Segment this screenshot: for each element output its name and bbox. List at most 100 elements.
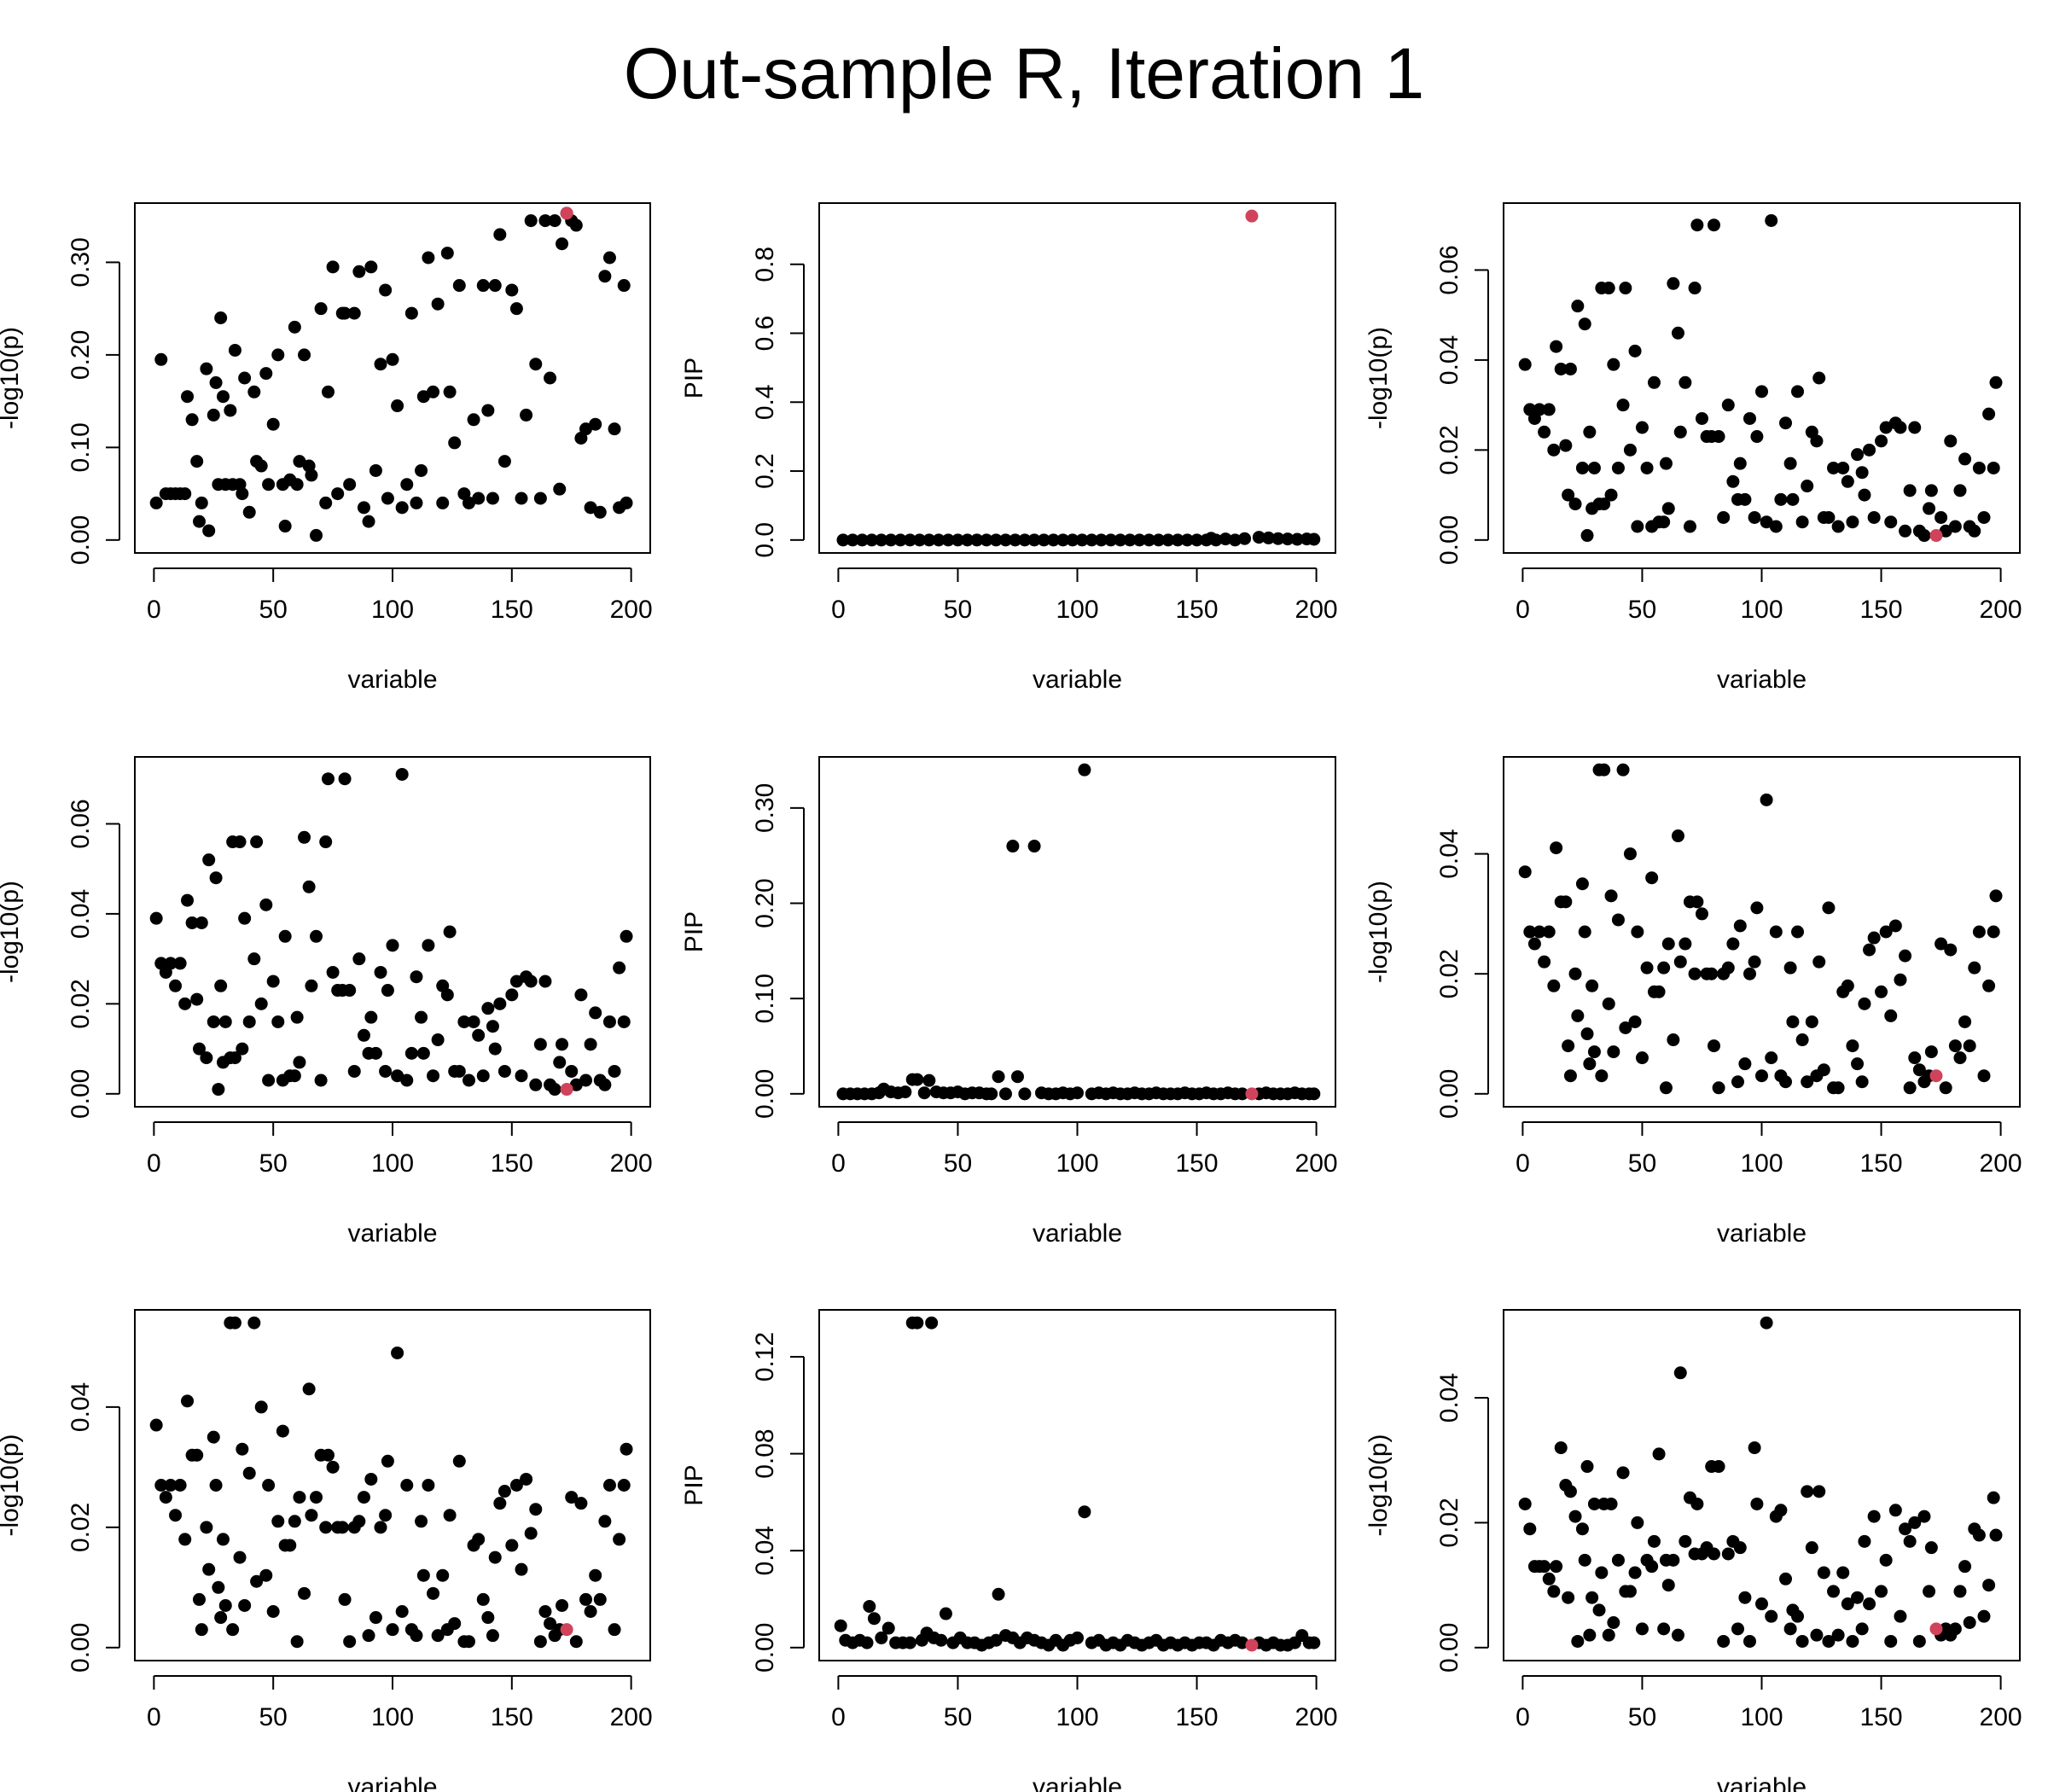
data-point bbox=[1673, 955, 1687, 969]
data-point bbox=[278, 929, 292, 943]
data-point bbox=[1037, 533, 1050, 547]
data-point bbox=[1580, 529, 1594, 543]
data-point bbox=[1640, 961, 1654, 975]
data-point bbox=[266, 975, 280, 988]
x-tick-label: 200 bbox=[610, 596, 653, 624]
data-point bbox=[1575, 1522, 1589, 1536]
data-point bbox=[1903, 1534, 1917, 1548]
data-point bbox=[497, 455, 511, 468]
data-point bbox=[1667, 1033, 1680, 1047]
data-point bbox=[462, 1073, 475, 1087]
data-point bbox=[1688, 967, 1702, 980]
data-point bbox=[395, 501, 409, 515]
data-point bbox=[569, 1078, 583, 1091]
data-point bbox=[319, 496, 333, 509]
data-point bbox=[1779, 1572, 1793, 1585]
data-point bbox=[1924, 1541, 1938, 1555]
data-point bbox=[149, 496, 163, 509]
data-point bbox=[1738, 1591, 1752, 1604]
data-point bbox=[1578, 317, 1591, 331]
data-point bbox=[1616, 763, 1630, 777]
data-point bbox=[593, 505, 607, 519]
data-point bbox=[1760, 1316, 1773, 1329]
data-point bbox=[598, 1515, 612, 1528]
data-point bbox=[331, 487, 345, 501]
data-point bbox=[415, 1515, 428, 1528]
data-point bbox=[1604, 889, 1618, 903]
data-point bbox=[1851, 1057, 1865, 1071]
data-point bbox=[173, 957, 187, 970]
data-point bbox=[1645, 871, 1659, 885]
data-point bbox=[202, 1562, 216, 1576]
data-point bbox=[305, 468, 318, 482]
data-point bbox=[1888, 919, 1902, 933]
data-point bbox=[520, 408, 533, 422]
data-point bbox=[1987, 1491, 2000, 1504]
data-point bbox=[1571, 1634, 1585, 1648]
x-tick-label: 150 bbox=[1860, 596, 1903, 624]
data-point bbox=[276, 1424, 289, 1438]
data-point bbox=[357, 1491, 370, 1504]
y-axis-title: PIP bbox=[680, 358, 708, 399]
data-point bbox=[1987, 461, 2000, 474]
data-point bbox=[1795, 515, 1809, 529]
data-point bbox=[195, 496, 208, 509]
data-point bbox=[1748, 510, 1761, 524]
data-point bbox=[443, 1509, 457, 1522]
data-point bbox=[271, 1515, 285, 1528]
data-point bbox=[233, 835, 247, 849]
data-point bbox=[1779, 1075, 1793, 1089]
data-point bbox=[1679, 375, 1692, 389]
data-point bbox=[374, 1521, 387, 1534]
x-axis-title: variable bbox=[1717, 1219, 1807, 1248]
data-point bbox=[939, 1607, 952, 1620]
data-point bbox=[505, 988, 519, 1002]
data-point bbox=[369, 1046, 382, 1060]
data-point bbox=[1563, 1485, 1577, 1498]
data-point bbox=[352, 952, 366, 966]
data-point bbox=[212, 1083, 225, 1097]
data-point bbox=[1623, 847, 1637, 861]
data-point bbox=[855, 533, 869, 547]
data-point bbox=[1822, 510, 1836, 524]
data-point bbox=[1812, 955, 1826, 969]
plot-frame bbox=[134, 202, 651, 554]
data-point bbox=[1104, 533, 1118, 547]
data-point bbox=[1726, 937, 1740, 951]
data-point bbox=[529, 358, 543, 371]
data-point bbox=[391, 399, 404, 413]
data-point bbox=[1690, 895, 1704, 909]
data-point bbox=[452, 279, 466, 293]
data-point bbox=[178, 487, 192, 501]
data-point bbox=[226, 1623, 240, 1637]
data-point bbox=[1657, 961, 1671, 975]
y-tick-label: 0.00 bbox=[1435, 1069, 1463, 1119]
data-point bbox=[1841, 474, 1854, 488]
data-point bbox=[1578, 925, 1591, 939]
data-point bbox=[422, 939, 435, 952]
data-point bbox=[290, 1635, 304, 1649]
data-point bbox=[1046, 533, 1060, 547]
y-tick-label: 0.04 bbox=[67, 889, 95, 939]
data-point bbox=[881, 1621, 895, 1635]
data-point bbox=[271, 348, 285, 362]
data-point bbox=[602, 1015, 616, 1028]
data-point bbox=[1963, 1616, 1976, 1630]
data-point bbox=[970, 533, 984, 547]
data-point bbox=[556, 1598, 569, 1612]
data-point bbox=[293, 455, 306, 468]
y-axis-title: PIP bbox=[680, 911, 708, 952]
data-point bbox=[1580, 1027, 1594, 1041]
data-point bbox=[989, 533, 1003, 547]
data-point bbox=[608, 1064, 621, 1078]
data-point bbox=[228, 1316, 241, 1329]
data-point bbox=[1611, 913, 1625, 927]
data-point bbox=[1659, 1081, 1673, 1095]
data-point bbox=[1592, 1603, 1606, 1617]
data-point bbox=[911, 1316, 924, 1329]
data-point bbox=[1628, 1015, 1642, 1028]
data-point bbox=[452, 1454, 466, 1468]
data-point bbox=[1884, 1009, 1898, 1022]
data-point bbox=[1595, 1069, 1609, 1083]
data-point bbox=[589, 1006, 602, 1020]
